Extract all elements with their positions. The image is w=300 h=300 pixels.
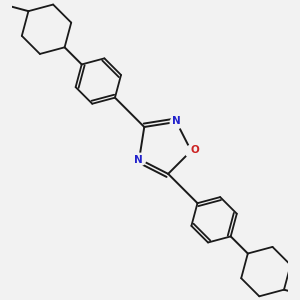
Text: O: O bbox=[190, 145, 199, 155]
Text: N: N bbox=[134, 155, 142, 165]
Text: N: N bbox=[172, 116, 181, 126]
